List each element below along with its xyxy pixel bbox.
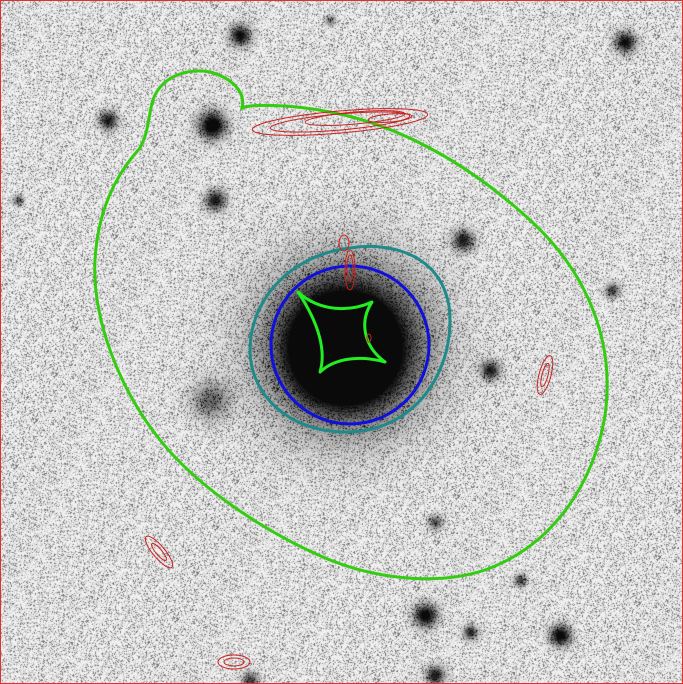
caustic-astroid [296, 290, 387, 374]
outer-critical-curve [93, 69, 609, 581]
arc-contours-bottom [217, 654, 251, 670]
arc-contours-top [251, 108, 429, 136]
arc-contours-center [338, 234, 372, 343]
arc-contours-lower-left [144, 535, 174, 569]
arc-contours-right [536, 355, 554, 395]
radial-critical-curve [269, 264, 431, 426]
tangential-critical-curve [248, 244, 452, 434]
